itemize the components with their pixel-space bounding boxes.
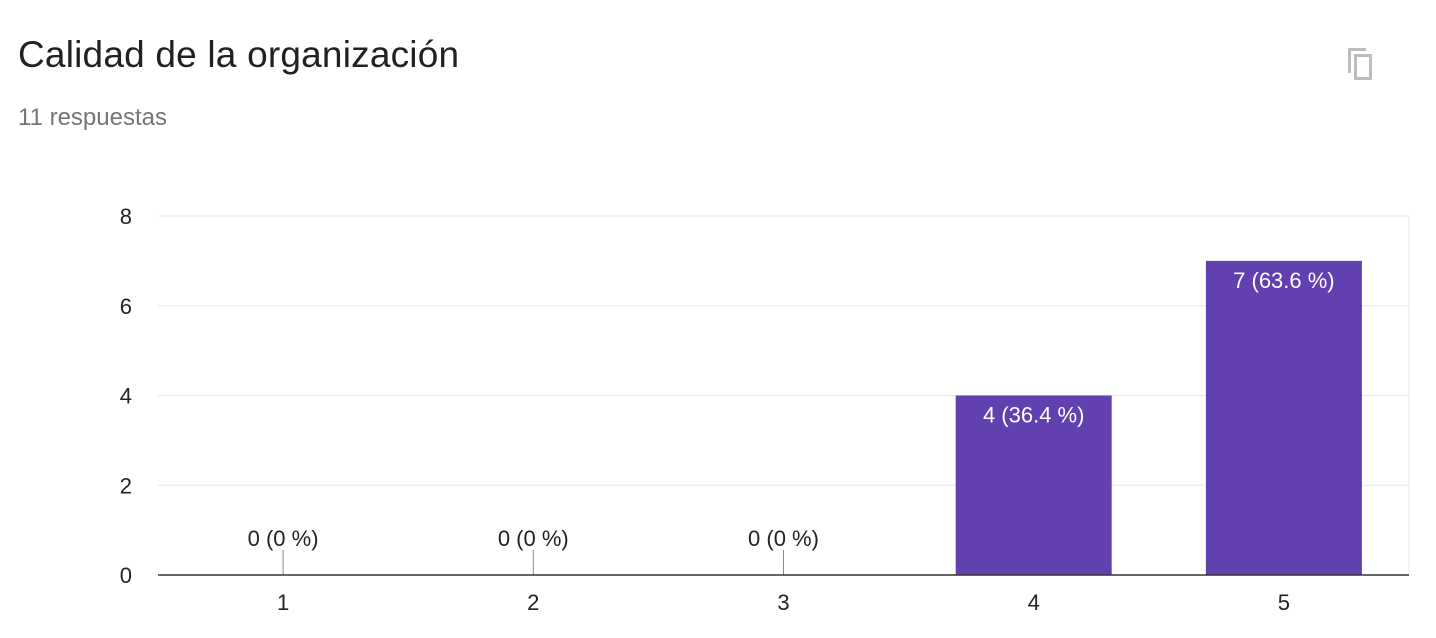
x-tick-label: 5 [1278, 590, 1290, 615]
y-tick-label: 0 [120, 563, 132, 588]
data-label: 4 (36.4 %) [983, 403, 1085, 428]
data-label: 7 (63.6 %) [1233, 268, 1335, 293]
data-label: 0 (0 %) [748, 526, 819, 551]
y-tick-label: 8 [120, 204, 132, 229]
bar [1205, 260, 1362, 575]
copy-chart-button[interactable] [1338, 40, 1386, 88]
x-tick-label: 3 [777, 590, 789, 615]
x-tick-label: 2 [527, 590, 539, 615]
bar [955, 395, 1112, 575]
y-tick-label: 4 [120, 384, 132, 409]
x-tick-label: 1 [277, 590, 289, 615]
x-tick-label: 4 [1028, 590, 1040, 615]
y-tick-label: 2 [120, 473, 132, 498]
copy-icon [1338, 40, 1386, 88]
data-label: 0 (0 %) [248, 526, 319, 551]
response-count: 11 respuestas [18, 104, 167, 131]
data-label: 0 (0 %) [498, 526, 569, 551]
y-tick-label: 6 [120, 294, 132, 319]
chart-title: Calidad de la organización [18, 34, 460, 75]
